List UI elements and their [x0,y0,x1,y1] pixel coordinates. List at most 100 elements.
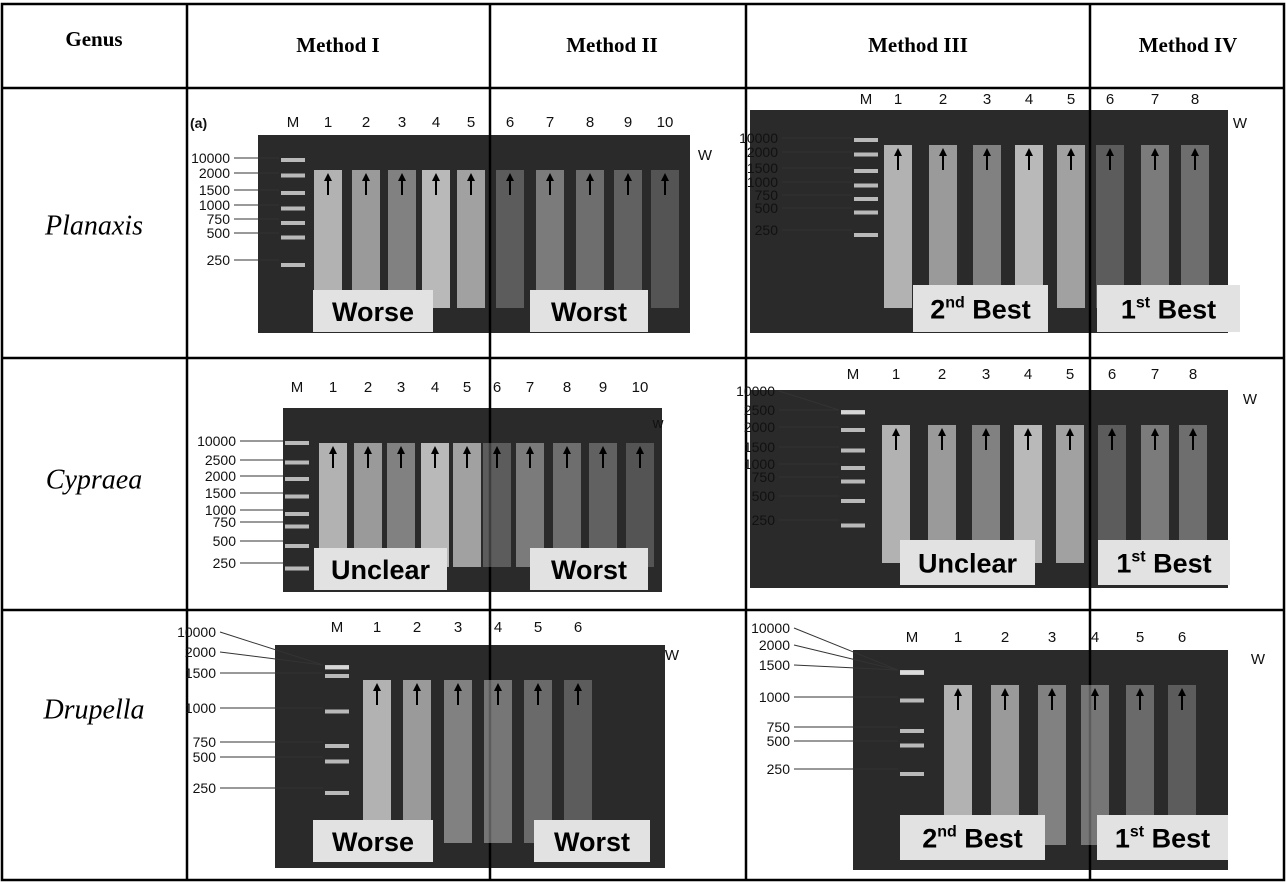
ladder-band [854,169,878,173]
lane-label: 2 [364,379,372,396]
rating: Worse [332,827,414,857]
rating-word: Best [1150,295,1216,325]
lane-label: 9 [599,379,607,396]
marker-size: 10000 [191,150,230,166]
marker-size: 250 [193,780,217,796]
genus: Drupella [42,694,144,725]
column-header: Method III [868,33,968,57]
ladder-band [900,699,924,703]
ladder-band [854,211,878,215]
marker-size: 2000 [747,144,778,160]
ladder-band [841,524,865,528]
marker-size: 10000 [177,624,216,640]
ladder-band [281,207,305,211]
well-label: W [1233,115,1248,132]
marker-size: 1500 [759,657,790,673]
marker-size: 1500 [185,665,216,681]
ladder-band [854,233,878,237]
ladder-band [841,499,865,503]
column-header: Method I [296,33,379,57]
column-header: Method II [566,33,658,57]
rating-rank: 1 [1116,549,1131,579]
marker-size: 500 [213,533,237,549]
rating: Worst [551,555,627,585]
lane-label: 6 [1106,91,1114,108]
ladder-band [285,567,309,571]
rating-word: Best [1144,824,1210,854]
lane-label: 5 [467,114,475,131]
ladder-band [854,153,878,157]
rating-word: Best [957,824,1023,854]
lane-label: 7 [1151,91,1159,108]
lane-label: 10 [657,114,674,131]
ladder-band [841,480,865,484]
marker-size: 250 [207,252,231,268]
lane-label: M [331,619,344,636]
marker-size: 2500 [205,452,236,468]
ladder-band [325,760,349,764]
marker-size: 250 [752,512,776,528]
lane-label: 8 [563,379,571,396]
lane-label: 3 [1048,629,1056,646]
marker-size: 500 [767,733,791,749]
genus: Cypraea [46,464,142,495]
ladder-band [285,544,309,548]
lane-label: M [847,366,860,383]
lane-label: 4 [1024,366,1032,383]
ladder-band [281,191,305,195]
rating: 1st Best [1116,549,1211,579]
lane-label: 10 [632,379,649,396]
figure: GenusMethod IMethod IIMethod IIIMethod I… [0,0,1286,882]
lane-label: 2 [938,366,946,383]
ladder-band [900,671,924,675]
marker-size: 2000 [199,165,230,181]
lane-label: 4 [432,114,440,131]
rating-rank: 1 [1115,824,1130,854]
lane-label: 1 [329,379,337,396]
ladder-band [900,772,924,776]
well-label: W [1243,391,1258,408]
ladder-band [325,791,349,795]
well-label: W [698,147,713,164]
lane-label: 2 [413,619,421,636]
ladder-band [900,744,924,748]
column-header: Method IV [1139,33,1238,57]
lane-label: 7 [526,379,534,396]
marker-size: 2000 [744,419,775,435]
ladder-band [325,710,349,714]
rating-word: Best [965,295,1031,325]
lane-label: 4 [494,619,502,636]
marker-size: 2000 [205,468,236,484]
ladder-band [841,449,865,453]
marker-size: 10000 [751,620,790,636]
lane-label: 6 [1108,366,1116,383]
marker-size: 250 [755,222,779,238]
marker-size: 1500 [205,485,236,501]
rating-rank: 2 [930,295,945,325]
rating: Worst [554,827,630,857]
lane-label: 3 [397,379,405,396]
lane-label: 4 [1091,629,1099,646]
rating-rank: 2 [922,824,937,854]
marker-size: 10000 [197,433,236,449]
ladder-band [841,411,865,415]
marker-size: 250 [213,555,237,571]
rating-word: Best [1146,549,1212,579]
rating-suffix: st [1131,549,1146,566]
rating: Unclear [918,549,1018,579]
marker-size: 250 [767,761,791,777]
ladder-band [854,184,878,188]
lane-label: 4 [431,379,439,396]
lane-label: 2 [362,114,370,131]
lane-label: 2 [1001,629,1009,646]
rating-suffix: nd [937,824,957,841]
ladder-band [325,666,349,670]
lane-label: 5 [1066,366,1074,383]
lane-label: 5 [463,379,471,396]
ladder-band [325,674,349,678]
well-label: w [652,415,664,432]
marker-size: 2500 [744,402,775,418]
rating: Worst [551,297,627,327]
ladder-band [854,138,878,142]
marker-size: 750 [213,514,237,530]
